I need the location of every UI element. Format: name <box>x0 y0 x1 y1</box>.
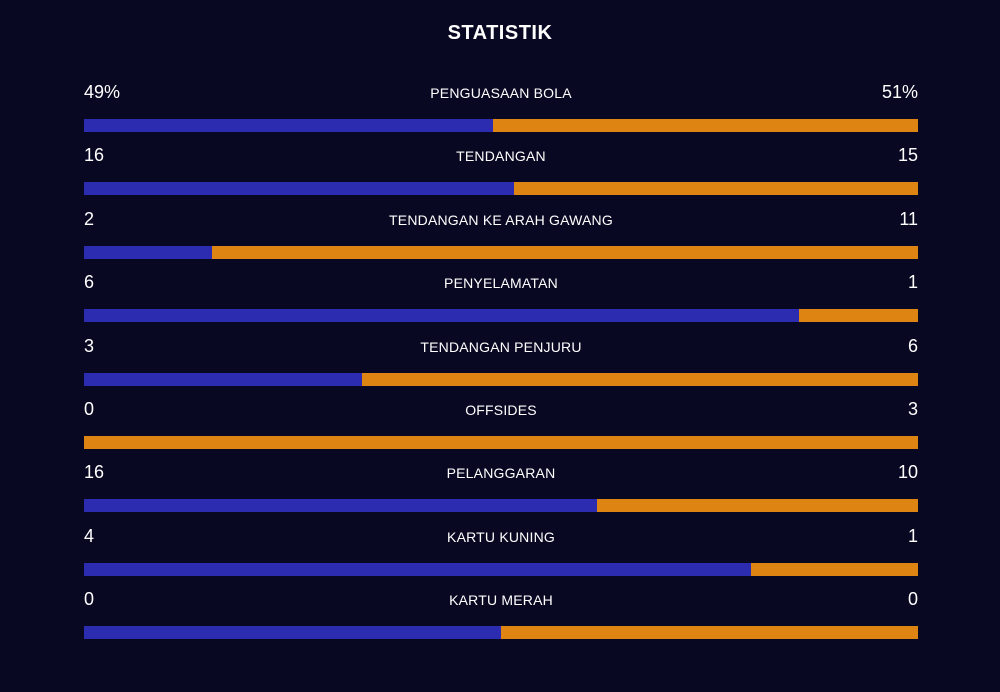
stat-row: 2 TENDANGAN KE ARAH GAWANG 11 <box>84 207 918 270</box>
away-value: 11 <box>899 208 918 229</box>
stat-row: 6 PENYELAMATAN 1 <box>84 270 918 333</box>
away-bar-segment <box>361 372 918 386</box>
home-value: 49% <box>84 82 121 102</box>
home-value: 4 <box>84 525 95 546</box>
home-value: 3 <box>84 335 95 356</box>
away-bar-segment <box>514 182 918 196</box>
stat-comparison-bar <box>84 245 918 259</box>
stat-header: 2 TENDANGAN KE ARAH GAWANG 11 <box>84 207 918 233</box>
home-value: 6 <box>84 272 95 293</box>
away-value: 0 <box>907 589 918 610</box>
stat-label: TENDANGAN <box>456 148 546 165</box>
stat-label: PELANGGARAN <box>446 465 556 482</box>
home-value: 0 <box>84 589 95 610</box>
page-title: STATISTIK <box>447 22 553 44</box>
away-value: 51% <box>881 82 918 102</box>
stat-header: 3 TENDANGAN PENJURU 6 <box>84 334 918 360</box>
away-bar-segment <box>751 562 918 576</box>
home-value: 16 <box>84 145 105 166</box>
home-bar-segment <box>84 182 515 196</box>
stat-header: 0 OFFSIDES 3 <box>84 397 918 423</box>
stat-header: 49% PENGUASAAN BOLA 51% <box>84 80 918 106</box>
away-value: 3 <box>907 398 918 419</box>
stat-header: 6 PENYELAMATAN 1 <box>84 270 918 296</box>
home-value: 0 <box>84 398 95 419</box>
away-value: 10 <box>897 462 918 483</box>
home-bar-segment <box>84 626 501 640</box>
stat-comparison-bar <box>84 435 918 449</box>
stat-label: TENDANGAN KE ARAH GAWANG <box>389 211 613 228</box>
home-bar-segment <box>84 499 597 513</box>
away-bar-segment <box>212 245 918 259</box>
away-bar-segment <box>84 435 918 449</box>
stat-label: OFFSIDES <box>465 401 537 418</box>
away-value: 15 <box>897 145 918 166</box>
stat-row: 4 KARTU KUNING 1 <box>84 524 918 587</box>
home-bar-segment <box>84 309 799 323</box>
stat-label: TENDANGAN PENJURU <box>420 338 582 355</box>
stat-row: 49% PENGUASAAN BOLA 51% <box>84 80 918 143</box>
home-value: 16 <box>84 462 105 483</box>
stats-list: 49% PENGUASAAN BOLA 51% 16 TENDANGAN 15 2 TENDA… <box>84 80 918 651</box>
away-value: 1 <box>907 525 918 546</box>
stat-row: 3 TENDANGAN PENJURU 6 <box>84 334 918 397</box>
stat-comparison-bar <box>84 182 918 196</box>
stat-comparison-bar <box>84 626 918 640</box>
stat-comparison-bar <box>84 562 918 576</box>
stat-comparison-bar <box>84 309 918 323</box>
stat-comparison-bar <box>84 372 918 386</box>
away-bar-segment <box>798 309 918 323</box>
away-bar-segment <box>501 626 918 640</box>
away-bar-segment <box>492 119 918 132</box>
stat-header: 16 TENDANGAN 15 <box>84 143 918 169</box>
stat-label: KARTU MERAH <box>449 592 553 609</box>
home-bar-segment <box>84 119 493 132</box>
stat-row: 0 KARTU MERAH 0 <box>84 587 918 650</box>
stat-comparison-bar <box>84 119 918 132</box>
away-value: 1 <box>907 272 918 293</box>
stat-row: 16 PELANGGARAN 10 <box>84 460 918 523</box>
stat-label: KARTU KUNING <box>447 528 555 545</box>
stat-header: 4 KARTU KUNING 1 <box>84 524 918 550</box>
stat-label: PENYELAMATAN <box>444 275 558 292</box>
stat-row: 16 TENDANGAN 15 <box>84 143 918 206</box>
home-value: 2 <box>84 208 95 229</box>
home-bar-segment <box>84 245 213 259</box>
home-bar-segment <box>84 372 362 386</box>
stat-row: 0 OFFSIDES 3 <box>84 397 918 460</box>
away-value: 6 <box>907 335 918 356</box>
stat-header: 0 KARTU MERAH 0 <box>84 587 918 613</box>
stat-header: 16 PELANGGARAN 10 <box>84 460 918 486</box>
home-bar-segment <box>84 562 752 576</box>
away-bar-segment <box>596 499 918 513</box>
stat-comparison-bar <box>84 499 918 513</box>
stat-label: PENGUASAAN BOLA <box>430 85 572 101</box>
